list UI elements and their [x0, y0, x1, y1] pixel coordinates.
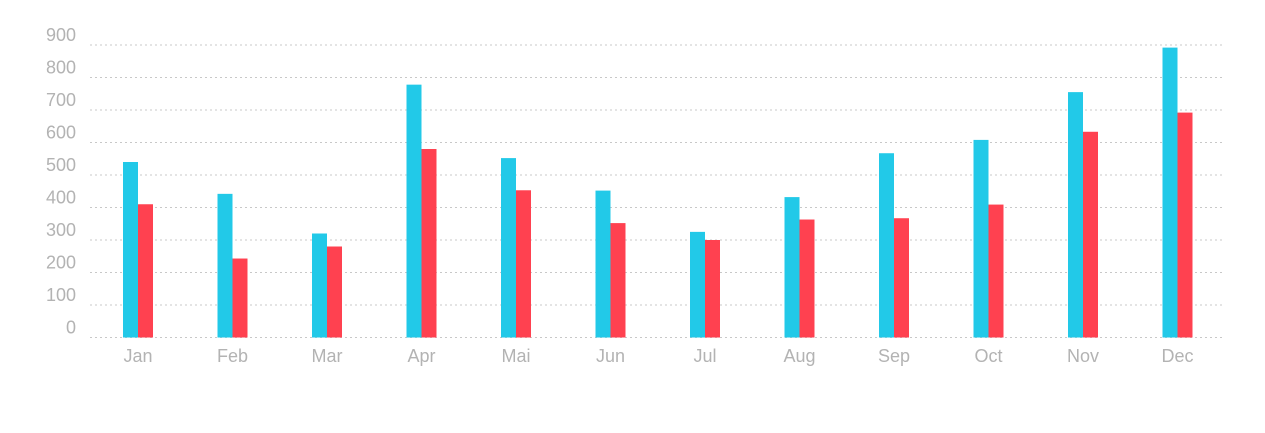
bar-series-1-mar [312, 233, 327, 338]
bars [123, 47, 1193, 338]
bar-series-2-dec [1177, 112, 1193, 338]
x-tick-label-nov: Nov [1067, 346, 1099, 366]
bar-series-2-mai [516, 190, 531, 338]
y-tick-label: 900 [46, 25, 76, 45]
y-tick-label: 0 [66, 318, 76, 338]
bar-series-2-nov [1083, 131, 1098, 338]
bar-series-2-feb [232, 258, 248, 338]
bar-series-1-feb [217, 193, 233, 338]
bar-series-1-oct [973, 139, 989, 338]
bar-series-2-sep [894, 218, 909, 338]
x-tick-label-aug: Aug [783, 346, 815, 366]
x-tick-label-oct: Oct [974, 346, 1002, 366]
grid-lines [90, 44, 1222, 338]
bar-series-2-jul [705, 240, 720, 338]
x-tick-label-mar: Mar [312, 346, 343, 366]
y-tick-label: 200 [46, 253, 76, 273]
y-tick-label: 800 [46, 58, 76, 78]
y-tick-label: 400 [46, 188, 76, 208]
bar-series-2-aug [799, 219, 815, 338]
bar-series-1-jan [123, 162, 138, 338]
y-axis-tick-labels: 0 100 200 300 400 500 600 700 800 900 [46, 25, 76, 338]
x-tick-label-feb: Feb [217, 346, 248, 366]
y-tick-label: 700 [46, 90, 76, 110]
y-tick-label: 500 [46, 155, 76, 175]
y-tick-label: 100 [46, 285, 76, 305]
y-tick-label: 600 [46, 123, 76, 143]
x-tick-label-sep: Sep [878, 346, 910, 366]
x-axis-tick-labels: Jan Feb Mar Apr Mai Jun Jul Aug Sep Oct Nov Dec [123, 346, 1193, 366]
bar-series-1-mai [501, 158, 516, 338]
x-tick-label-apr: Apr [407, 346, 435, 366]
x-tick-label-jul: Jul [693, 346, 716, 366]
x-tick-label-jan: Jan [123, 346, 152, 366]
bar-series-1-jun [595, 190, 611, 338]
bar-series-2-oct [988, 204, 1004, 338]
bar-series-1-nov [1068, 92, 1083, 338]
bar-series-2-apr [421, 149, 437, 338]
x-tick-label-dec: Dec [1161, 346, 1193, 366]
x-tick-label-jun: Jun [596, 346, 625, 366]
bar-series-1-aug [784, 197, 800, 338]
y-tick-label: 300 [46, 220, 76, 240]
bar-series-2-mar [327, 246, 342, 338]
bar-series-1-sep [879, 153, 894, 338]
bar-series-1-dec [1162, 47, 1178, 338]
bar-series-2-jun [610, 223, 626, 338]
x-tick-label-mai: Mai [501, 346, 530, 366]
bar-series-2-jan [138, 204, 153, 338]
bar-series-1-apr [406, 84, 422, 338]
bar-series-1-jul [690, 231, 705, 338]
